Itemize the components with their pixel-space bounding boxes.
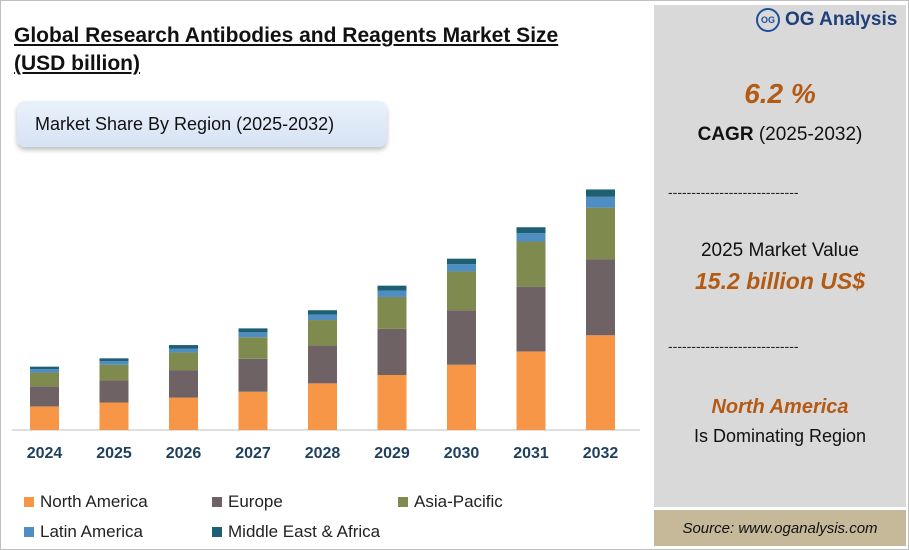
bar-2030-asia-pacific — [447, 271, 476, 311]
bar-2029-north-america — [377, 375, 407, 430]
bar-2030-middle-east-africa — [447, 258, 476, 265]
bar-2028-middle-east-africa — [308, 310, 337, 315]
x-tick-label-2031: 2031 — [513, 445, 549, 462]
bar-2029-asia-pacific — [377, 296, 407, 329]
cagr-label: CAGR (2025-2032) — [654, 124, 906, 146]
bar-2031-latin-america — [516, 233, 546, 242]
legend-swatch-europe — [212, 497, 222, 507]
bar-2026-middle-east-africa — [169, 345, 198, 349]
x-tick-label-2028: 2028 — [305, 445, 341, 462]
bar-2032-north-america — [586, 335, 615, 430]
og-analysis-logo: OG OG Analysis — [756, 8, 897, 32]
x-tick-label-2025: 2025 — [96, 445, 132, 462]
divider-1: ---------------------------- — [668, 184, 799, 200]
divider-2: ---------------------------- — [668, 338, 799, 354]
stacked-bar-chart: 2024 2025 2026 2027 2028 2029 2030 2031 2032 — [12, 189, 640, 462]
legend-label-north-america: North America — [40, 492, 148, 511]
bar-2031-middle-east-africa — [516, 227, 546, 234]
subtitle-badge: Market Share By Region (2025-2032) — [17, 101, 387, 147]
bar-2024-europe — [30, 386, 59, 407]
x-tick-label-2026: 2026 — [166, 445, 202, 462]
x-tick-label-2029: 2029 — [374, 445, 410, 462]
bar-2029-europe — [377, 328, 407, 376]
bar-2031-asia-pacific — [516, 241, 546, 287]
legend-item-north-america: North America — [24, 492, 148, 512]
x-tick-label-2024: 2024 — [27, 445, 63, 462]
bar-2026-europe — [169, 370, 198, 398]
cagr-label-strong: CAGR — [697, 124, 754, 145]
cagr-period: (2025-2032) — [758, 124, 863, 145]
bar-2027-asia-pacific — [238, 337, 268, 359]
bar-2026-latin-america — [169, 348, 198, 353]
legend-swatch-middle-east-africa — [212, 527, 222, 537]
legend-item-latin-america: Latin America — [24, 522, 143, 542]
bar-2030-europe — [447, 310, 476, 365]
title-line-2: (USD billion) — [14, 52, 140, 75]
bar-2025-latin-america — [99, 361, 129, 365]
chart-legend: North America Europe Asia-Pacific Latin … — [24, 489, 644, 545]
source-text: Source: www.oganalysis.com — [682, 519, 878, 537]
dominating-region-text: Is Dominating Region — [693, 426, 867, 446]
legend-item-europe: Europe — [212, 492, 283, 512]
bar-2032-middle-east-africa — [586, 189, 615, 197]
bar-2028-latin-america — [308, 314, 337, 321]
bar-2027-middle-east-africa — [238, 328, 268, 333]
x-tick-label-2027: 2027 — [235, 445, 271, 462]
bar-2029-latin-america — [377, 290, 407, 297]
legend-label-europe: Europe — [228, 492, 283, 511]
x-tick-label-2030: 2030 — [444, 445, 480, 462]
market-value-label: 2025 Market Value — [700, 240, 860, 261]
legend-label-latin-america: Latin America — [40, 522, 143, 541]
bar-2025-asia-pacific — [99, 364, 129, 381]
bar-2025-north-america — [99, 402, 129, 430]
logo-mark-icon: OG — [756, 8, 780, 32]
cagr-value: 6.2 % — [744, 78, 816, 109]
bar-2024-latin-america — [30, 369, 59, 373]
bar-2027-europe — [238, 358, 268, 392]
legend-item-middle-east-africa: Middle East & Africa — [212, 522, 380, 542]
logo-text: OG Analysis — [785, 9, 898, 30]
bar-2028-asia-pacific — [308, 320, 337, 346]
bar-2024-asia-pacific — [30, 372, 59, 387]
bar-2024-north-america — [30, 406, 59, 430]
bar-2028-north-america — [308, 383, 337, 430]
source-bar: Source: www.oganalysis.com — [654, 510, 906, 546]
bar-2030-latin-america — [447, 264, 476, 272]
x-tick-label-2032: 2032 — [583, 445, 619, 462]
legend-swatch-north-america — [24, 497, 34, 507]
subtitle-text: Market Share By Region (2025-2032) — [35, 113, 335, 134]
bar-2025-middle-east-africa — [99, 358, 129, 362]
bar-2024-middle-east-africa — [30, 366, 59, 370]
market-value: 15.2 billion US$ — [695, 268, 865, 294]
bar-2031-north-america — [516, 351, 546, 430]
bar-2028-europe — [308, 345, 337, 384]
bar-2027-latin-america — [238, 332, 268, 338]
bar-2025-europe — [99, 380, 129, 403]
legend-swatch-latin-america — [24, 527, 34, 537]
bar-2031-europe — [516, 286, 546, 352]
bar-2032-asia-pacific — [586, 207, 615, 260]
legend-item-asia-pacific: Asia-Pacific — [398, 492, 503, 512]
bar-2026-asia-pacific — [169, 352, 198, 371]
bar-2026-north-america — [169, 397, 198, 430]
bar-2032-europe — [586, 259, 615, 336]
bar-2027-north-america — [238, 391, 268, 430]
bar-2030-north-america — [447, 364, 476, 430]
legend-swatch-asia-pacific — [398, 497, 408, 507]
legend-label-middle-east-africa: Middle East & Africa — [228, 522, 381, 541]
chart-title: Global Research Antibodies and Reagents … — [14, 22, 614, 78]
dominating-region: North America — [711, 396, 849, 418]
bar-2032-latin-america — [586, 196, 615, 208]
title-line-1: Global Research Antibodies and Reagents … — [14, 24, 559, 47]
legend-label-asia-pacific: Asia-Pacific — [414, 492, 503, 511]
summary-panel — [654, 5, 906, 507]
bar-2029-middle-east-africa — [377, 285, 407, 291]
